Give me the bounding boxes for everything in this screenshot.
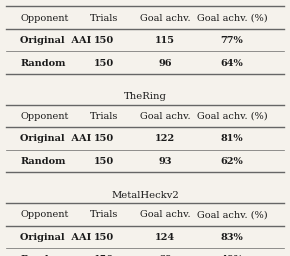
Text: Trials: Trials — [90, 14, 119, 23]
Text: Goal achv. (%): Goal achv. (%) — [197, 14, 267, 23]
Text: Trials: Trials — [90, 210, 119, 219]
Text: 77%: 77% — [221, 36, 243, 45]
Text: MetalHeckv2: MetalHeckv2 — [111, 191, 179, 200]
Text: Opponent: Opponent — [20, 210, 69, 219]
Text: 64%: 64% — [221, 59, 243, 68]
Text: Original  AAI: Original AAI — [20, 233, 92, 242]
Text: 60: 60 — [159, 255, 172, 256]
Text: 122: 122 — [155, 134, 175, 143]
Text: Goal achv.: Goal achv. — [140, 14, 191, 23]
Text: Opponent: Opponent — [20, 112, 69, 121]
Text: Goal achv. (%): Goal achv. (%) — [197, 112, 267, 121]
Text: Random: Random — [20, 255, 66, 256]
Text: Opponent: Opponent — [20, 14, 69, 23]
Text: TheRing: TheRing — [124, 92, 166, 101]
Text: Random: Random — [20, 157, 66, 166]
Text: 150: 150 — [94, 134, 115, 143]
Text: Goal achv.: Goal achv. — [140, 210, 191, 219]
Text: 150: 150 — [94, 59, 115, 68]
Text: 150: 150 — [94, 255, 115, 256]
Text: 93: 93 — [159, 157, 172, 166]
Text: Goal achv.: Goal achv. — [140, 112, 191, 121]
Text: Original  AAI: Original AAI — [20, 134, 92, 143]
Text: 83%: 83% — [221, 233, 243, 242]
Text: 150: 150 — [94, 233, 115, 242]
Text: Trials: Trials — [90, 112, 119, 121]
Text: 40%: 40% — [221, 255, 243, 256]
Text: Original  AAI: Original AAI — [20, 36, 92, 45]
Text: 150: 150 — [94, 157, 115, 166]
Text: 81%: 81% — [221, 134, 243, 143]
Text: 124: 124 — [155, 233, 175, 242]
Text: 62%: 62% — [221, 157, 243, 166]
Text: 115: 115 — [155, 36, 175, 45]
Text: 150: 150 — [94, 36, 115, 45]
Text: Goal achv. (%): Goal achv. (%) — [197, 210, 267, 219]
Text: Random: Random — [20, 59, 66, 68]
Text: 96: 96 — [159, 59, 172, 68]
